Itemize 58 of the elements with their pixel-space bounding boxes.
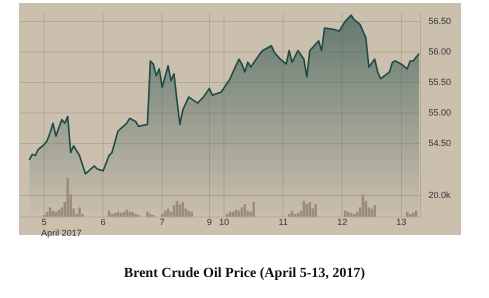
text: Brent Crude Oil Price (April 5-13, 2017) xyxy=(122,266,366,282)
y-tick-label: 55.00 xyxy=(428,107,452,118)
x-tick-label: 12 xyxy=(337,217,348,228)
y-tick-label: 54.50 xyxy=(428,138,452,148)
bar xyxy=(244,204,246,217)
bar xyxy=(182,202,184,217)
bar xyxy=(362,194,364,217)
bar xyxy=(412,212,414,217)
bar xyxy=(414,210,418,217)
bar xyxy=(122,212,126,217)
bar xyxy=(406,212,408,217)
bar xyxy=(116,212,120,217)
bar xyxy=(187,210,190,217)
x-tick-label: 7 xyxy=(160,217,165,228)
bar xyxy=(252,202,255,217)
bar xyxy=(131,212,134,217)
bar xyxy=(172,205,176,217)
bar xyxy=(314,204,317,217)
y-tick-label: 56.50 xyxy=(428,16,452,26)
bar xyxy=(166,208,170,217)
bar xyxy=(128,212,131,217)
bar xyxy=(108,210,110,217)
bar xyxy=(58,210,60,217)
bar xyxy=(52,210,54,217)
bar xyxy=(120,212,122,217)
bar xyxy=(350,212,352,217)
y2-tick-label: 20.0k xyxy=(428,190,451,200)
x-tick-label: 5 xyxy=(42,217,47,228)
bar xyxy=(356,212,358,217)
bar xyxy=(176,200,178,217)
bar xyxy=(306,204,308,217)
x-tick-label: 6 xyxy=(100,217,106,228)
bar xyxy=(238,210,240,217)
bar xyxy=(125,210,128,217)
bar xyxy=(346,212,350,217)
bar xyxy=(308,202,312,217)
bar xyxy=(373,205,376,217)
bar xyxy=(190,212,193,217)
x-tick-label: 9 xyxy=(206,217,212,228)
x-tick-label: 10 xyxy=(219,217,230,228)
bar xyxy=(178,204,182,217)
bar xyxy=(302,200,306,217)
bar xyxy=(114,212,116,217)
bar xyxy=(290,210,294,217)
bar xyxy=(370,208,374,217)
x-tick-label: 11 xyxy=(278,217,288,228)
bar xyxy=(240,207,244,217)
text: April 2017 xyxy=(41,228,82,238)
y-tick-label: 55.50 xyxy=(428,76,452,87)
bar xyxy=(228,212,232,217)
x-tick-label: 13 xyxy=(396,217,406,228)
bar xyxy=(146,212,149,217)
bar xyxy=(78,207,81,217)
bar xyxy=(48,207,52,217)
bar xyxy=(66,178,69,217)
bar xyxy=(54,212,58,217)
y-tick-label: 56.00 xyxy=(428,46,452,56)
bar xyxy=(296,212,300,217)
